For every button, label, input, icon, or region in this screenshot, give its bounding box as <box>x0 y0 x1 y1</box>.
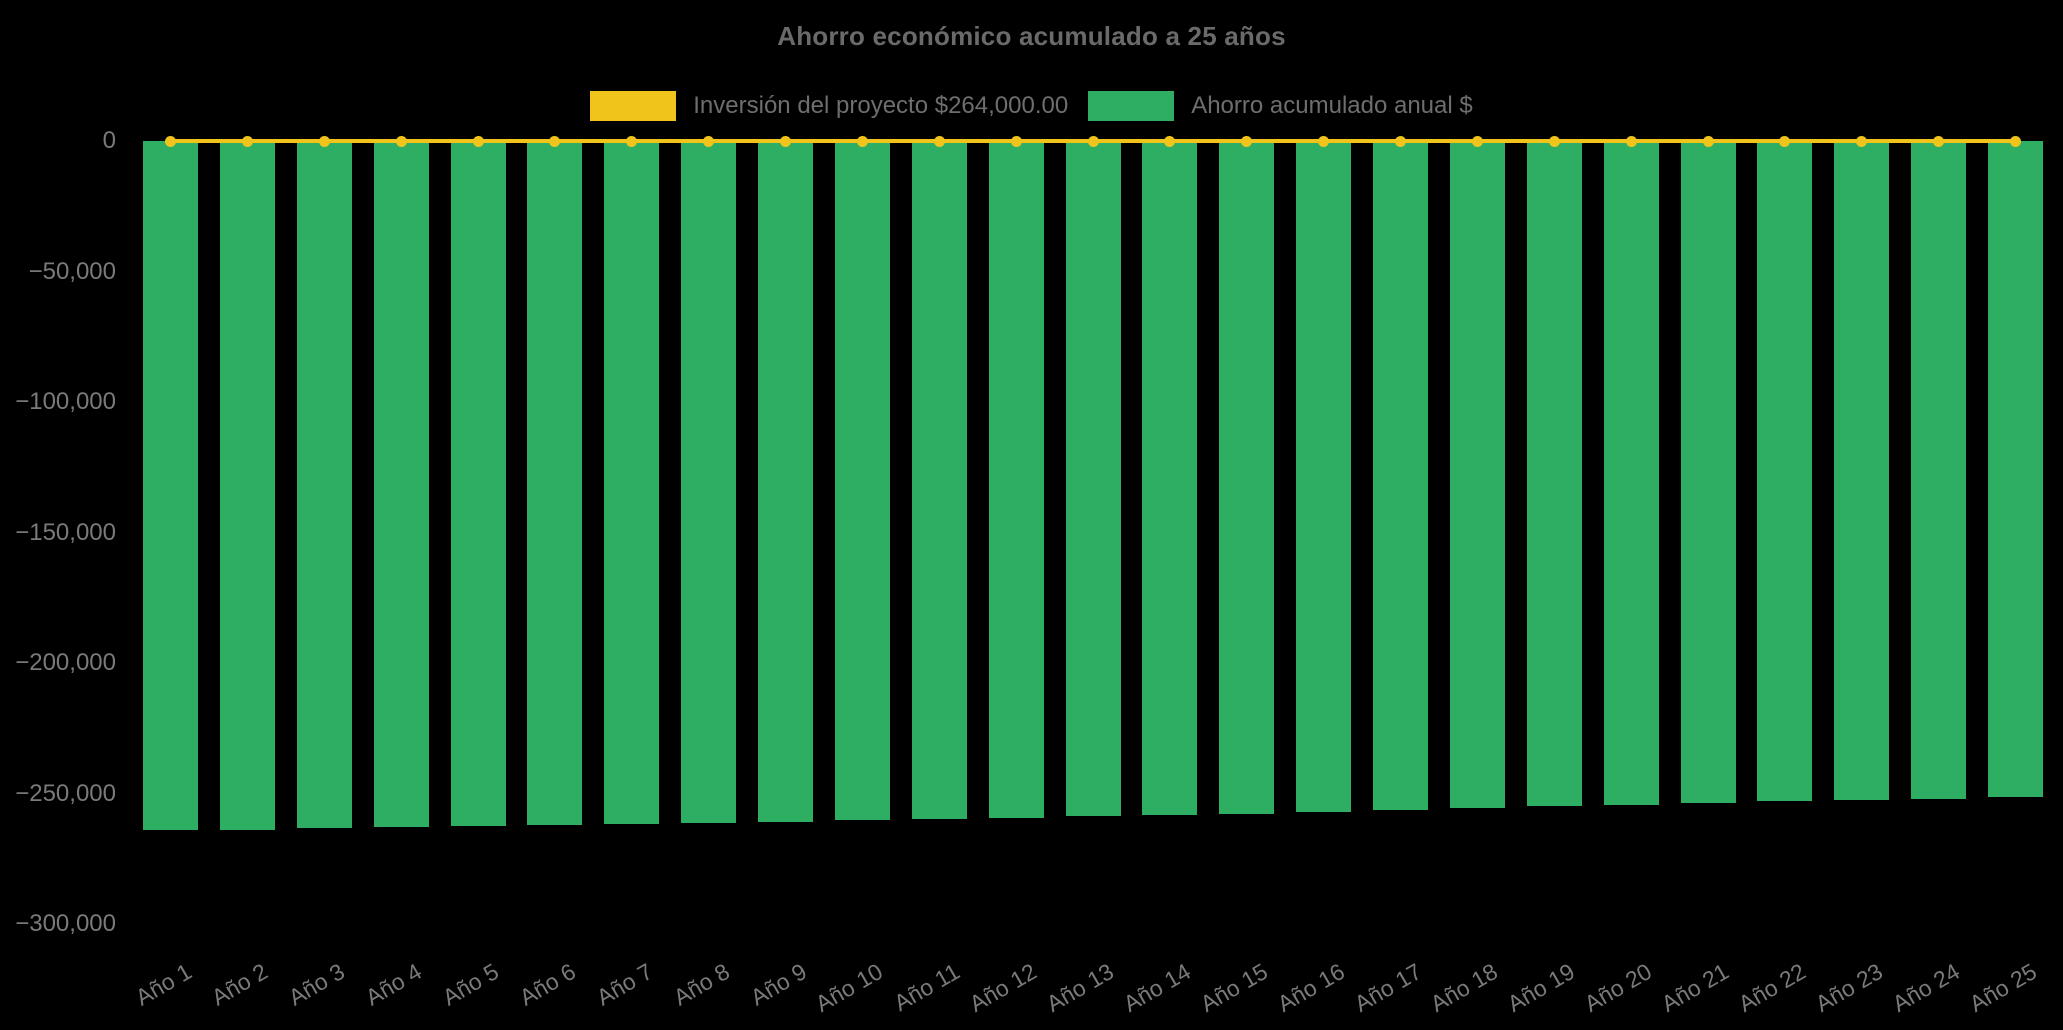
investment-line-marker <box>1625 136 1637 147</box>
bar-año-21 <box>1680 141 1736 803</box>
bar-año-23 <box>1834 141 1890 800</box>
bar-año-10 <box>834 141 890 820</box>
investment-line-marker <box>1087 136 1099 147</box>
bar-año-4 <box>373 141 429 827</box>
y-tick-label: −50,000 <box>28 257 116 285</box>
bar-año-7 <box>604 141 660 824</box>
y-tick-label: 0 <box>102 127 116 154</box>
legend: Inversión del proyecto $264,000.00 Ahorr… <box>0 91 2063 121</box>
y-tick-label: −250,000 <box>15 779 116 807</box>
investment-line-marker <box>856 136 868 147</box>
x-tick-label-año-9: Año 9 <box>745 958 811 1011</box>
x-tick-label-año-14: Año 14 <box>1118 958 1195 1017</box>
x-tick-label-año-15: Año 15 <box>1195 958 1272 1017</box>
bar-año-20 <box>1603 141 1659 805</box>
bar-año-16 <box>1296 141 1352 812</box>
bar-año-12 <box>988 141 1044 818</box>
investment-line-marker <box>241 136 253 147</box>
x-tick-label-año-21: Año 21 <box>1656 958 1733 1017</box>
investment-line-marker <box>1856 136 1868 147</box>
investment-line-marker <box>165 136 176 147</box>
x-tick-label-año-22: Año 22 <box>1733 958 1810 1017</box>
bar-año-3 <box>296 141 352 828</box>
investment-line-marker <box>1471 136 1483 147</box>
bar-año-24 <box>1911 141 1967 799</box>
legend-item-ahorro[interactable]: Ahorro acumulado anual $ <box>1088 91 1473 121</box>
investment-line-marker <box>933 136 945 147</box>
x-tick-label-año-10: Año 10 <box>811 958 888 1017</box>
investment-line-marker <box>1933 136 1945 147</box>
investment-line-marker <box>1702 136 1714 147</box>
x-tick-label-año-11: Año 11 <box>889 958 965 1017</box>
x-tick-label-año-8: Año 8 <box>668 958 734 1011</box>
investment-line-marker <box>1318 136 1330 147</box>
chart-title: Ahorro económico acumulado a 25 años <box>777 21 1286 51</box>
legend-label-ahorro: Ahorro acumulado anual $ <box>1191 92 1473 119</box>
investment-line-marker <box>549 136 561 147</box>
y-tick-label: −200,000 <box>15 649 116 676</box>
bar-año-11 <box>911 141 967 819</box>
bar-año-18 <box>1449 141 1505 808</box>
x-tick-label-año-17: Año 17 <box>1349 958 1426 1017</box>
x-axis: Año 1 Año 2 Año 3 Año 4 Año 5 Año 6 Año 7 Año 8… <box>130 952 2043 1030</box>
investment-line-marker <box>472 136 484 147</box>
investment-line-marker <box>318 136 330 147</box>
investment-line-marker <box>1779 136 1791 147</box>
bar-año-15 <box>1219 141 1275 814</box>
x-tick-label-año-7: Año 7 <box>591 958 657 1011</box>
y-tick-label: −100,000 <box>15 388 116 415</box>
x-tick-label-año-20: Año 20 <box>1579 958 1657 1017</box>
x-tick-label-año-1: Año 1 <box>130 958 196 1011</box>
bar-año-25 <box>1988 141 2043 797</box>
investment-line-marker <box>1010 136 1022 147</box>
bar-año-8 <box>681 141 737 823</box>
x-tick-label-año-3: Año 3 <box>284 958 350 1011</box>
investment-line-marker <box>780 136 791 147</box>
y-tick-label: −300,000 <box>15 910 116 937</box>
bar-año-9 <box>758 141 813 822</box>
x-tick-label-año-25: Año 25 <box>1964 958 2041 1017</box>
investment-line-marker <box>703 136 715 147</box>
bar-año-13 <box>1065 141 1121 816</box>
x-tick-label-año-16: Año 16 <box>1272 958 1349 1017</box>
x-tick-label-año-23: Año 23 <box>1810 958 1887 1017</box>
investment-line-marker <box>626 136 638 147</box>
investment-line-marker <box>1164 136 1176 147</box>
investment-line-marker <box>1548 136 1560 147</box>
investment-line-marker <box>395 136 407 147</box>
investment-line-marker <box>2010 136 2021 147</box>
bar-año-19 <box>1526 141 1582 806</box>
bar-año-17 <box>1373 141 1428 810</box>
investment-line-marker <box>1395 136 1406 147</box>
x-tick-label-año-6: Año 6 <box>514 958 580 1011</box>
x-tick-label-año-13: Año 13 <box>1041 958 1118 1017</box>
bar-año-14 <box>1142 141 1198 815</box>
x-tick-label-año-19: Año 19 <box>1503 958 1580 1017</box>
bar-año-22 <box>1757 141 1813 801</box>
bar-año-1 <box>143 141 198 830</box>
bar-año-2 <box>219 141 275 830</box>
y-tick-label: −150,000 <box>15 518 116 546</box>
y-axis: 0 −50,000 −100,000 −150,000 −200,000 −250,000… <box>0 0 116 1030</box>
legend-item-inversion[interactable]: Inversión del proyecto $264,000.00 <box>590 91 1068 121</box>
x-tick-label-año-24: Año 24 <box>1887 958 1964 1017</box>
x-tick-label-año-2: Año 2 <box>207 958 273 1011</box>
x-tick-label-año-12: Año 12 <box>964 958 1042 1017</box>
legend-label-inversion: Inversión del proyecto $264,000.00 <box>693 92 1069 119</box>
plot-area <box>143 136 2043 924</box>
bar-año-5 <box>450 141 506 826</box>
legend-swatch-inversion <box>590 91 677 121</box>
legend-swatch-ahorro <box>1088 91 1175 121</box>
x-tick-label-año-5: Año 5 <box>437 958 503 1011</box>
investment-line-marker <box>1241 136 1253 147</box>
bar-año-6 <box>527 141 583 825</box>
x-tick-label-año-18: Año 18 <box>1426 958 1503 1017</box>
x-tick-label-año-4: Año 4 <box>361 958 427 1011</box>
